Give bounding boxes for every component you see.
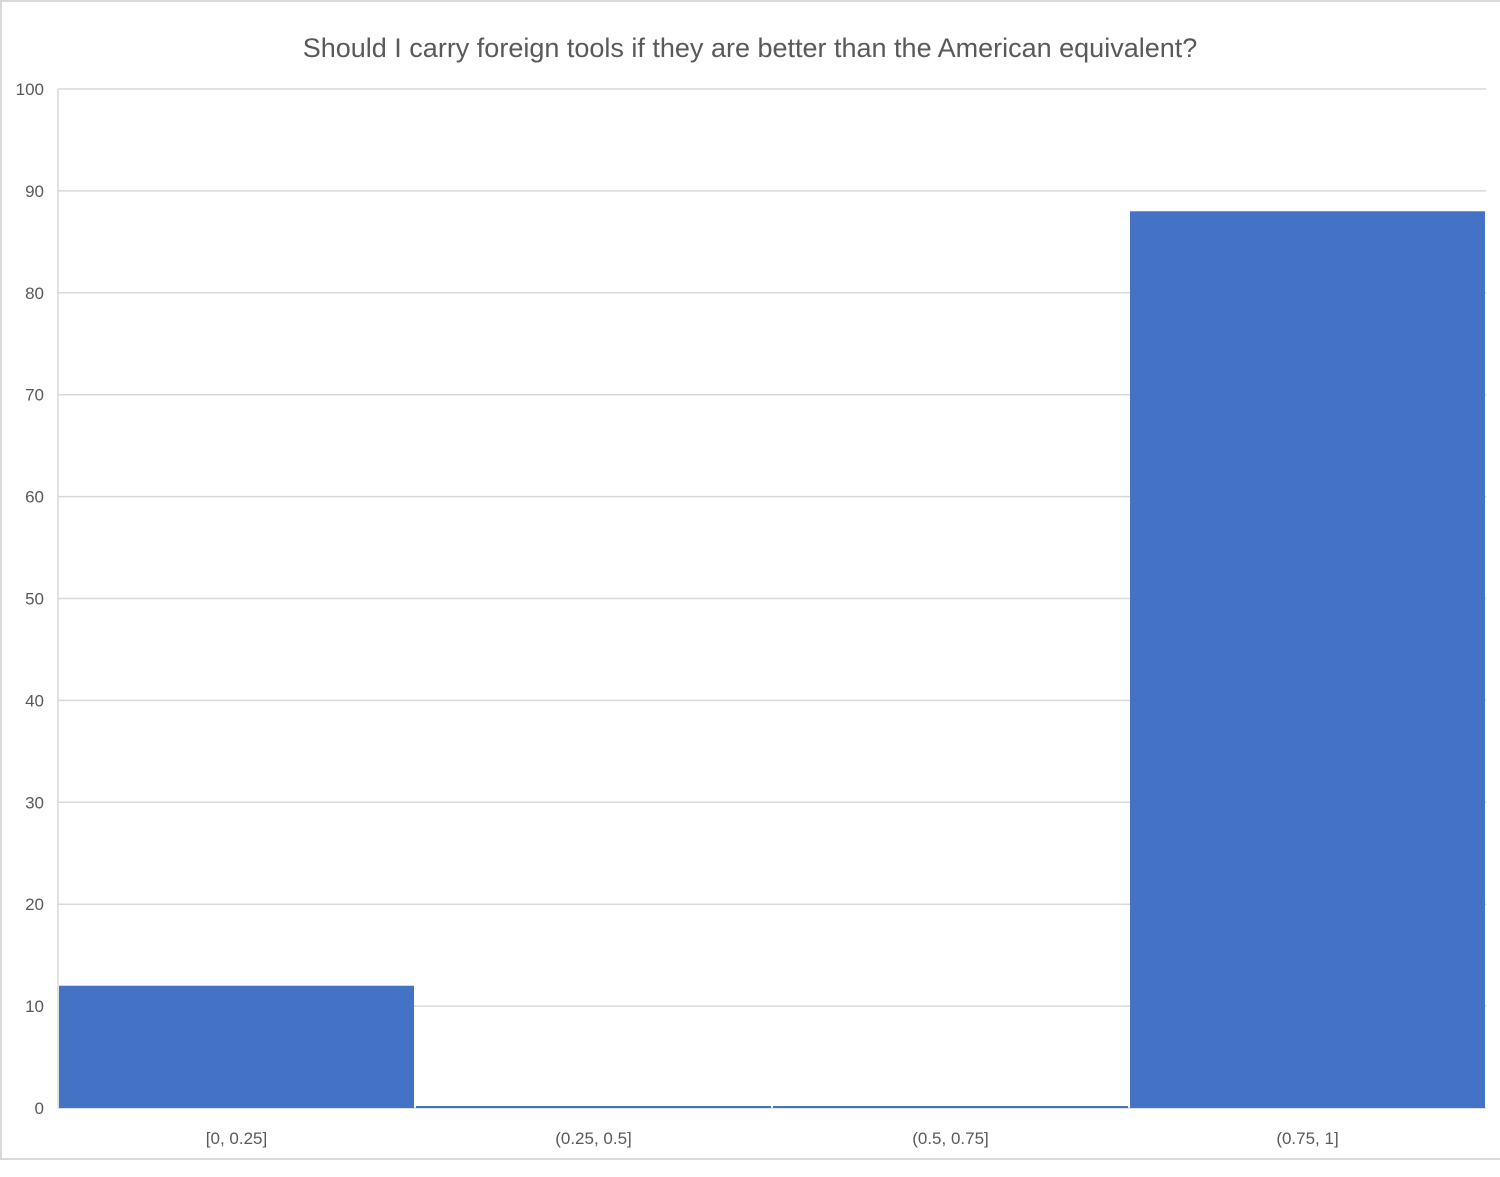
y-tick-label: 60 bbox=[25, 488, 44, 507]
y-tick-label: 30 bbox=[25, 793, 44, 812]
y-axis-tick-labels: 0 10 20 30 40 50 60 70 80 90 100 bbox=[16, 80, 44, 1118]
y-tick-label: 80 bbox=[25, 284, 44, 303]
chart-title: Should I carry foreign tools if they are… bbox=[303, 33, 1198, 63]
x-axis-tick-labels: [0, 0.25] (0.25, 0.5] (0.5, 0.75] (0.75, 1] bbox=[206, 1129, 1339, 1148]
x-tick-label: (0.25, 0.5] bbox=[555, 1129, 632, 1148]
x-tick-label: (0.75, 1] bbox=[1276, 1129, 1338, 1148]
bar bbox=[773, 1106, 1128, 1108]
y-tick-label: 20 bbox=[25, 895, 44, 914]
y-tick-label: 90 bbox=[25, 182, 44, 201]
bar bbox=[1130, 211, 1485, 1108]
bars bbox=[59, 211, 1485, 1108]
bar bbox=[416, 1106, 771, 1108]
x-tick-label: [0, 0.25] bbox=[206, 1129, 267, 1148]
y-tick-label: 70 bbox=[25, 386, 44, 405]
y-tick-label: 100 bbox=[16, 80, 44, 99]
y-tick-label: 50 bbox=[25, 590, 44, 609]
y-tick-label: 0 bbox=[35, 1099, 44, 1118]
y-tick-label: 10 bbox=[25, 997, 44, 1016]
y-tick-label: 40 bbox=[25, 691, 44, 710]
bar bbox=[59, 985, 414, 1108]
x-tick-label: (0.5, 0.75] bbox=[912, 1129, 989, 1148]
